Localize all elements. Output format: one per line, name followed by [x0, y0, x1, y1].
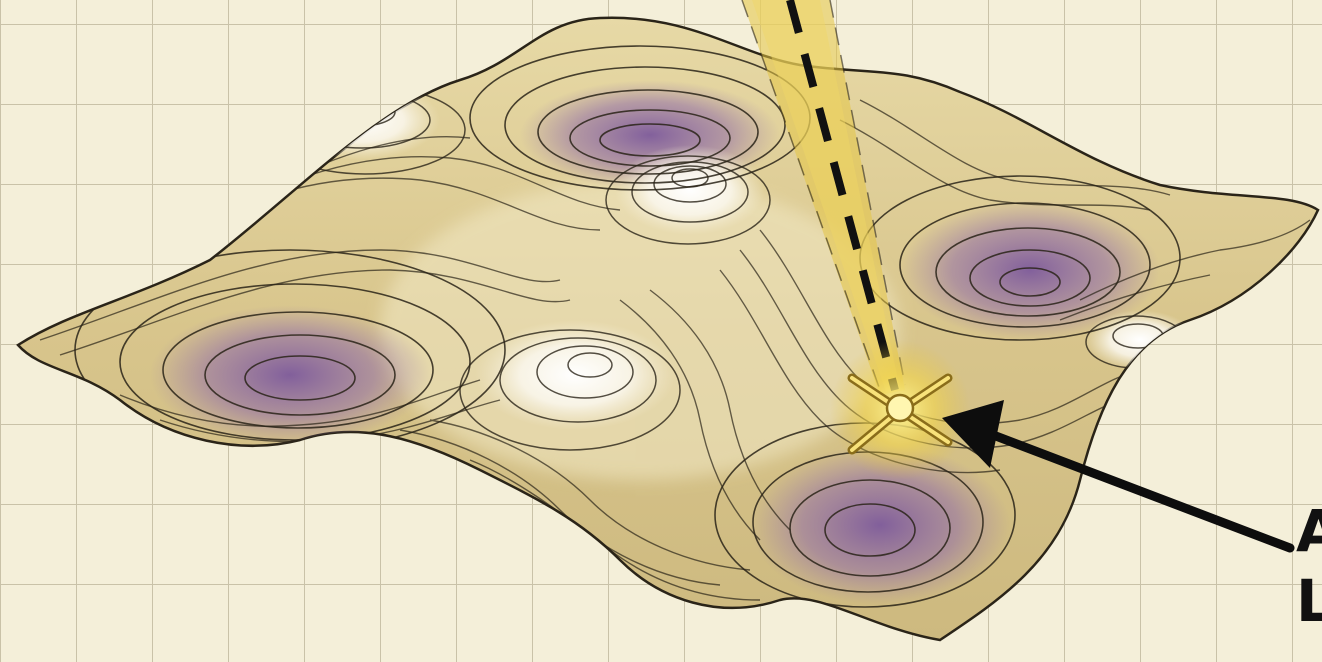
- valley-basin: [150, 305, 430, 445]
- contour-surface-icon: [16, 16, 1320, 642]
- edge-letter: A: [1296, 497, 1322, 565]
- light-beam-icon: [741, 0, 906, 395]
- edge-letter: L: [1296, 567, 1322, 635]
- valley-basin: [900, 200, 1160, 340]
- peak-summit: [475, 320, 675, 430]
- pointer-arrow-icon: [942, 400, 1295, 553]
- valley-basin: [750, 445, 1010, 605]
- peak-summit: [615, 145, 765, 235]
- star-marker-icon: [830, 340, 970, 480]
